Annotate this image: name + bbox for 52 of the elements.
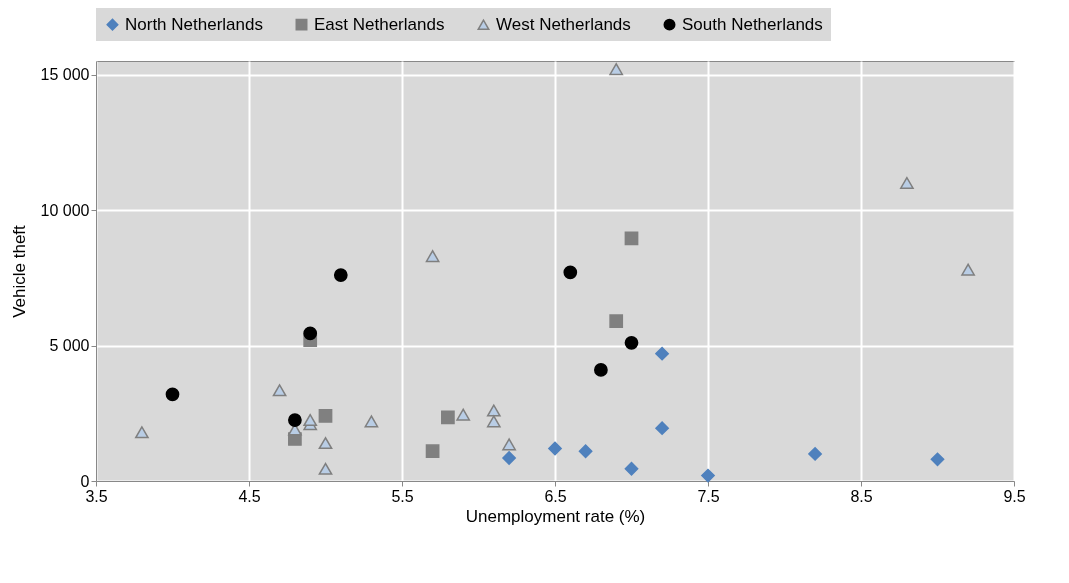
legend-label: East Netherlands [314,14,445,34]
x-tick-label: 6.5 [544,487,567,505]
point [318,437,333,450]
point [165,387,180,402]
point [655,346,669,361]
x-tick-label: 4.5 [238,487,261,505]
point [594,363,608,377]
point [272,384,287,397]
y-tick-label: 5 000 [49,337,90,355]
point [425,250,440,263]
point [303,413,318,427]
point [578,444,593,459]
point [624,461,639,476]
x-tick-label: 5.5 [391,487,414,505]
point [456,408,471,421]
x-tick-label: 3.5 [85,487,108,505]
x-tick-label: 9.5 [1003,487,1026,505]
point [318,462,333,475]
point [486,404,501,417]
point [701,468,715,483]
point [502,451,516,465]
point [563,265,578,280]
point [609,63,624,76]
point [930,452,945,467]
point [548,441,562,456]
point [425,444,440,459]
y-tick-label: 10 000 [40,201,90,219]
point [486,415,501,428]
point [808,447,822,461]
legend-label: West Netherlands [496,14,631,34]
point [900,176,914,189]
legend-label: South Netherlands [682,14,823,34]
y-tick-label: 0 [80,472,90,490]
y-tick-label: 15 000 [40,66,90,84]
x-axis-title: Unemployment rate (%) [465,506,646,526]
point [502,438,516,451]
point [288,413,302,427]
y-axis-title: Vehicle theft [9,224,29,318]
point [624,335,639,350]
point [624,231,639,246]
point [364,415,379,428]
point [655,421,669,436]
point [318,409,333,423]
x-tick-label: 8.5 [850,487,873,505]
x-tick-label: 7.5 [697,487,720,505]
point [303,326,318,341]
point [441,410,455,425]
point [609,314,624,328]
point [961,263,975,276]
legend-label: North Netherlands [125,14,263,34]
point [135,426,149,439]
point [333,268,348,282]
